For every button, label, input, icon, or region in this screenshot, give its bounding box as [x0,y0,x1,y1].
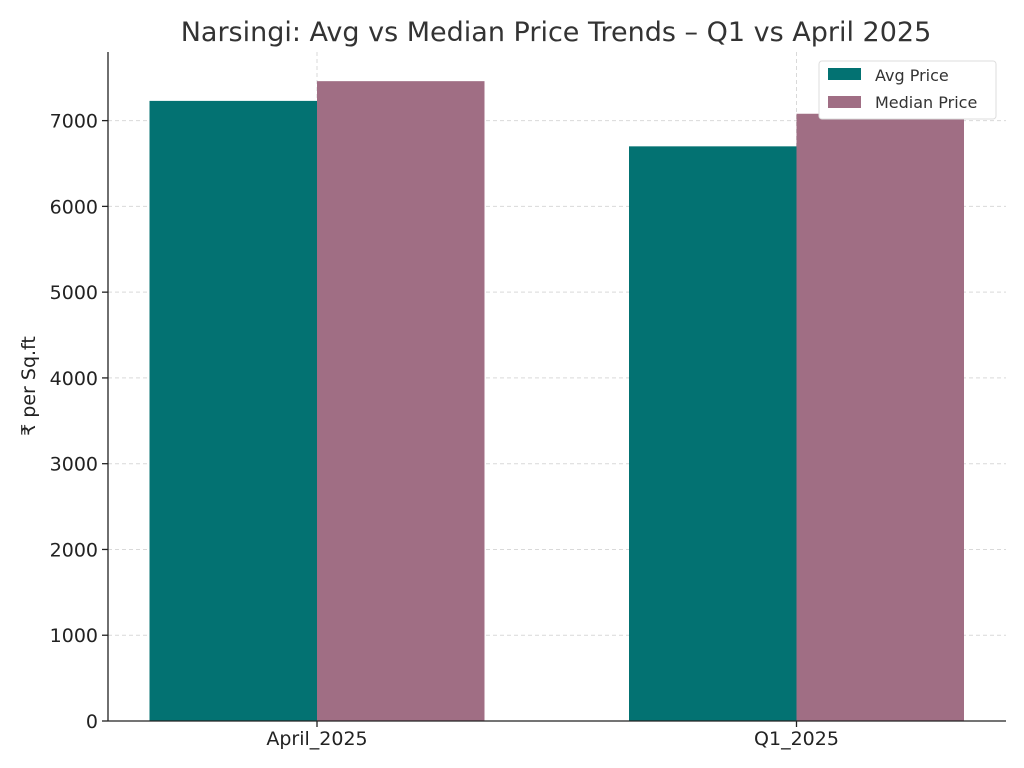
tick-labels: 0 1000 2000 3000 4000 5000 6000 7000 April_2025 Q… [50,111,839,750]
y-axis-label: ₹ per Sq.ft [18,336,40,436]
bar-avg-price-april-2025 [149,100,317,722]
chart-title: Narsingi: Avg vs Median Price Trends – Q… [181,17,932,48]
legend-box [818,60,997,120]
legend-swatch-avg-price [828,68,861,80]
bar-avg-price-q1-2025 [629,146,797,721]
y-tick-label-6000: 6000 [50,196,98,218]
y-tick-label-4000: 4000 [50,368,98,390]
y-tick-label-1000: 1000 [50,625,98,647]
x-tick-label-april-2025: April_2025 [266,728,367,750]
y-tick-label-0: 0 [86,711,98,733]
bar-median-price-q1-2025 [796,113,964,721]
legend-label-median-price: Median Price [875,93,977,112]
y-tick-label-7000: 7000 [50,111,98,133]
bar-median-price-april-2025 [317,81,485,721]
y-tick-label-3000: 3000 [50,454,98,476]
bars [149,81,964,722]
legend-label-avg-price: Avg Price [875,66,949,85]
y-tick-label-5000: 5000 [50,282,98,304]
x-tick-label-q1-2025: Q1_2025 [754,728,839,750]
legend-swatch-median-price [828,96,861,108]
legend: Avg Price Median Price [818,60,997,120]
y-tick-label-2000: 2000 [50,539,98,561]
axes [102,52,1006,727]
